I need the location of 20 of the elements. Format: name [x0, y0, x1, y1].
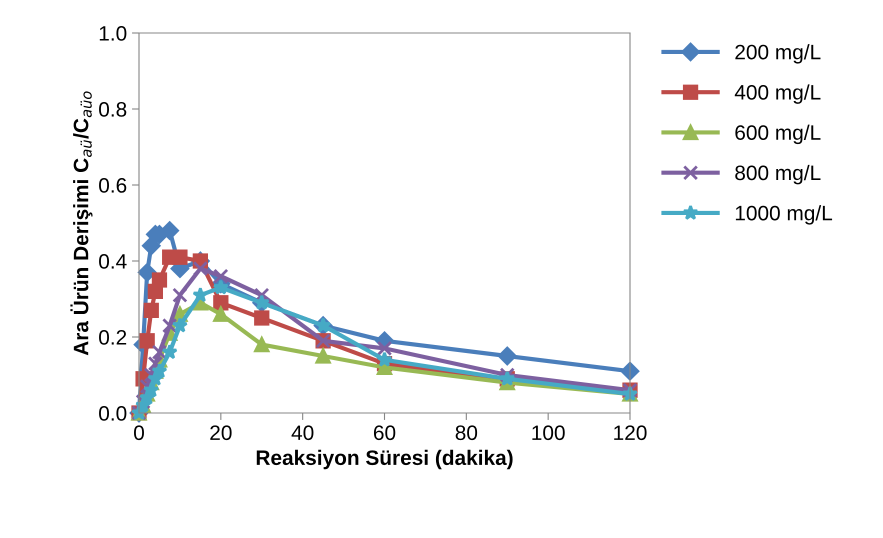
y-tick-label: 1.0 — [100, 26, 126, 41]
legend-label: 600 mg/L — [735, 124, 820, 144]
legend-label: 400 mg/L — [734, 84, 820, 104]
x-tick-label: 80 — [456, 425, 478, 440]
x-tick-label: 120 — [614, 425, 647, 440]
y-tick-label: 0.0 — [99, 406, 126, 421]
x-tick-label: 100 — [532, 425, 565, 440]
y-tick-label: 0.4 — [99, 254, 127, 269]
legend-label: 800 mg/L — [735, 164, 820, 184]
y-tick-label: 0.8 — [99, 102, 126, 117]
y-tick-label: 0.6 — [99, 178, 126, 193]
x-axis-title: Reaksiyon Süresi (dakika) — [256, 450, 513, 470]
x-tick-label: 60 — [374, 425, 396, 440]
x-tick-label: 40 — [292, 425, 314, 440]
legend-label: 1000 mg/L — [736, 205, 832, 225]
y-axis-title: Ara Ürün Derişimi C$_{aü}$/C$_{aüo}$ — [70, 91, 93, 356]
x-tick-label: 0 — [134, 425, 144, 440]
legend-label: 200 mg/L — [735, 44, 820, 64]
x-tick-label: 20 — [210, 425, 232, 440]
y-tick-label: 0.2 — [99, 330, 126, 345]
